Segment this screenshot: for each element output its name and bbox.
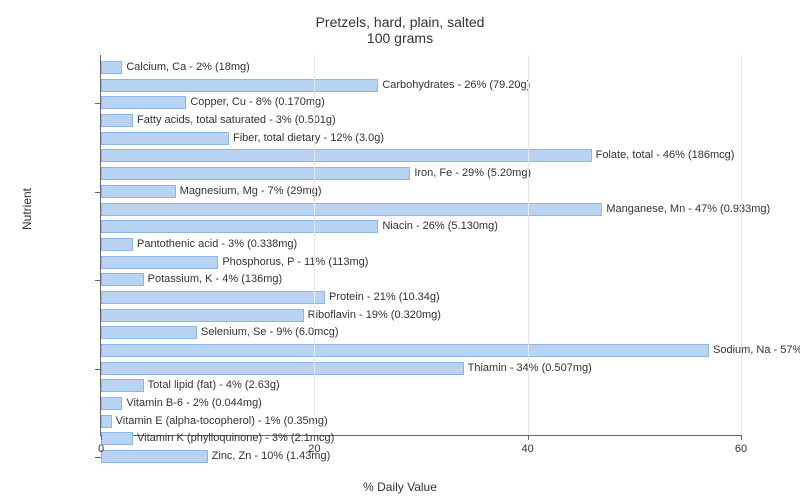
chart-title-line1: Pretzels, hard, plain, salted (0, 14, 800, 30)
bar-row: Thiamin - 34% (0.507mg) (101, 360, 741, 378)
ytick-mark (95, 103, 101, 104)
ytick-mark (95, 369, 101, 370)
bar-label: Vitamin E (alpha-tocopherol) - 1% (0.35m… (112, 413, 328, 431)
y-axis-label: Nutrient (20, 188, 34, 230)
bar-label: Riboflavin - 19% (0.320mg) (304, 307, 441, 325)
bar (101, 450, 208, 463)
ytick-mark (95, 192, 101, 193)
bar-row: Pantothenic acid - 3% (0.338mg) (101, 236, 741, 254)
bar-label: Magnesium, Mg - 7% (29mg) (176, 183, 322, 201)
bar-label: Calcium, Ca - 2% (18mg) (122, 59, 249, 77)
bar-row: Niacin - 26% (5.130mg) (101, 218, 741, 236)
bar-row: Folate, total - 46% (186mcg) (101, 147, 741, 165)
bar (101, 61, 122, 74)
xtick-label: 20 (308, 443, 320, 455)
chart-title-line2: 100 grams (0, 30, 800, 46)
gridline (314, 55, 315, 435)
xtick-label: 40 (522, 443, 534, 455)
bar-row: Selenium, Se - 9% (6.0mcg) (101, 324, 741, 342)
bars-container: Calcium, Ca - 2% (18mg) Carbohydrates - 2… (101, 59, 741, 466)
bar (101, 185, 176, 198)
bar-row: Calcium, Ca - 2% (18mg) (101, 59, 741, 77)
bar-label: Iron, Fe - 29% (5.20mg) (410, 165, 531, 183)
bar-label: Sodium, Na - 57% (1357mg) (709, 342, 800, 360)
bar-row: Iron, Fe - 29% (5.20mg) (101, 165, 741, 183)
bar-label: Vitamin B-6 - 2% (0.044mg) (122, 395, 262, 413)
bar-label: Carbohydrates - 26% (79.20g) (378, 77, 530, 95)
gridline (741, 55, 742, 435)
bar-label: Folate, total - 46% (186mcg) (592, 147, 735, 165)
bar-label: Copper, Cu - 8% (0.170mg) (186, 94, 325, 112)
bar-row: Zinc, Zn - 10% (1.43mg) (101, 448, 741, 466)
plot-area: Calcium, Ca - 2% (18mg) Carbohydrates - 2… (100, 55, 741, 436)
bar-row: Riboflavin - 19% (0.320mg) (101, 307, 741, 325)
bar-row: Vitamin B-6 - 2% (0.044mg) (101, 395, 741, 413)
bar-row: Vitamin E (alpha-tocopherol) - 1% (0.35m… (101, 413, 741, 431)
bar-row: Magnesium, Mg - 7% (29mg) (101, 183, 741, 201)
bar (101, 238, 133, 251)
bar (101, 273, 144, 286)
bar (101, 149, 592, 162)
bar (101, 96, 186, 109)
bar-label: Phosphorus, P - 11% (113mg) (218, 254, 368, 272)
bar-row: Total lipid (fat) - 4% (2.63g) (101, 377, 741, 395)
ytick-mark (95, 457, 101, 458)
bar (101, 79, 378, 92)
xtick-label: 60 (735, 443, 747, 455)
bar (101, 379, 144, 392)
gridline (528, 55, 529, 435)
xtick-mark (741, 435, 742, 440)
bar (101, 344, 709, 357)
ytick-mark (95, 280, 101, 281)
bar-row: Fiber, total dietary - 12% (3.0g) (101, 130, 741, 148)
bar-label: Manganese, Mn - 47% (0.933mg) (602, 201, 770, 219)
xtick-mark (314, 435, 315, 440)
bar-row: Potassium, K - 4% (136mg) (101, 271, 741, 289)
bar (101, 415, 112, 428)
bar-label: Niacin - 26% (5.130mg) (378, 218, 498, 236)
bar-label: Vitamin K (phylloquinone) - 3% (2.1mcg) (133, 430, 334, 448)
bar-row: Carbohydrates - 26% (79.20g) (101, 77, 741, 95)
bar (101, 132, 229, 145)
bar (101, 397, 122, 410)
bar (101, 220, 378, 233)
bar (101, 326, 197, 339)
bar (101, 167, 410, 180)
bar-row: Protein - 21% (10.34g) (101, 289, 741, 307)
xtick-label: 0 (98, 443, 104, 455)
bar-row: Copper, Cu - 8% (0.170mg) (101, 94, 741, 112)
bar-label: Fiber, total dietary - 12% (3.0g) (229, 130, 384, 148)
bar (101, 432, 133, 445)
bar-label: Protein - 21% (10.34g) (325, 289, 440, 307)
bar (101, 256, 218, 269)
bar-label: Selenium, Se - 9% (6.0mcg) (197, 324, 339, 342)
bar-label: Total lipid (fat) - 4% (2.63g) (144, 377, 280, 395)
bar-row: Manganese, Mn - 47% (0.933mg) (101, 201, 741, 219)
bar-row: Fatty acids, total saturated - 3% (0.501… (101, 112, 741, 130)
bar-label: Pantothenic acid - 3% (0.338mg) (133, 236, 297, 254)
bar (101, 114, 133, 127)
chart-title: Pretzels, hard, plain, salted 100 grams (0, 14, 800, 46)
x-axis-label: % Daily Value (0, 480, 800, 494)
bar (101, 309, 304, 322)
nutrient-chart: Pretzels, hard, plain, salted 100 grams … (0, 0, 800, 500)
bar-label: Potassium, K - 4% (136mg) (144, 271, 283, 289)
xtick-mark (101, 435, 102, 440)
bar (101, 291, 325, 304)
bar-row: Phosphorus, P - 11% (113mg) (101, 254, 741, 272)
bar-row: Vitamin K (phylloquinone) - 3% (2.1mcg) (101, 430, 741, 448)
xtick-mark (528, 435, 529, 440)
bar-label: Fatty acids, total saturated - 3% (0.501… (133, 112, 336, 130)
bar (101, 362, 464, 375)
bar-row: Sodium, Na - 57% (1357mg) (101, 342, 741, 360)
